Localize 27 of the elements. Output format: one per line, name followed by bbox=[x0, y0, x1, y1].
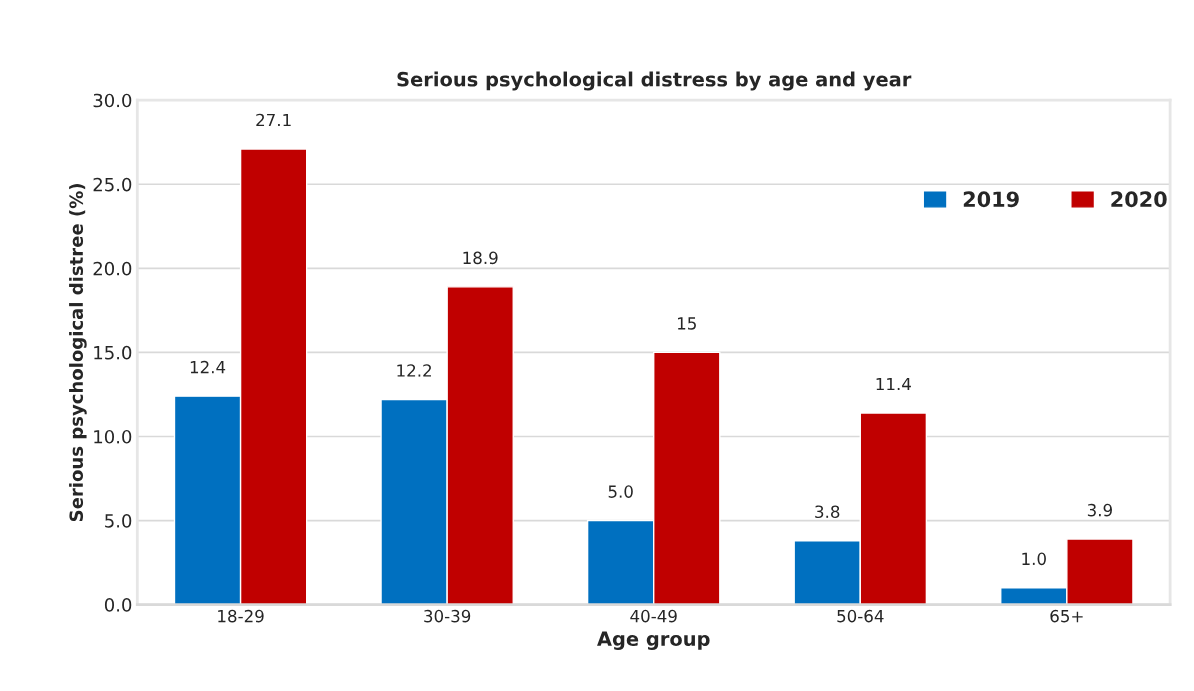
x-tick-label: 30-39 bbox=[424, 609, 471, 623]
data-label: 3.8 bbox=[815, 505, 840, 519]
chart-title: Serious psychological distress by age and year bbox=[397, 71, 912, 91]
y-tick-label: 25.0 bbox=[93, 177, 132, 192]
data-label: 3.9 bbox=[1087, 503, 1112, 517]
data-label: 11.4 bbox=[876, 377, 911, 391]
x-tick-label: 50-64 bbox=[837, 609, 884, 623]
y-tick-label: 5.0 bbox=[105, 514, 132, 528]
data-label: 18.9 bbox=[463, 251, 498, 265]
data-label: 12.2 bbox=[397, 364, 431, 377]
x-tick-label: 40-49 bbox=[630, 609, 677, 623]
y-tick-label: 15.0 bbox=[94, 345, 132, 360]
legend-label: 2019 bbox=[963, 191, 1019, 208]
y-tick-label: 0.0 bbox=[104, 598, 132, 612]
x-tick-label: 18-29 bbox=[218, 609, 264, 623]
y-tick-label: 30.0 bbox=[93, 93, 132, 108]
data-label: 12.4 bbox=[190, 360, 226, 374]
x-axis-title: Age group bbox=[597, 631, 710, 650]
y-tick-label: 20.0 bbox=[93, 261, 132, 276]
data-label: 27.1 bbox=[256, 113, 291, 127]
data-label: 15 bbox=[677, 317, 696, 330]
data-label: 5.0 bbox=[608, 485, 633, 498]
y-axis-title: Serious psychological distree (%) bbox=[69, 184, 87, 522]
legend-label: 2020 bbox=[1111, 191, 1167, 208]
data-label: 1.0 bbox=[1022, 552, 1046, 566]
y-tick-label: 10.0 bbox=[94, 429, 132, 444]
x-tick-label: 65+ bbox=[1050, 609, 1083, 623]
